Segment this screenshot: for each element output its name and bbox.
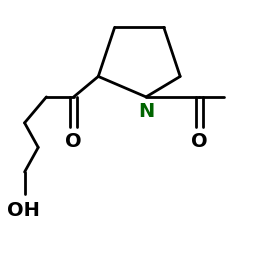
Text: O: O xyxy=(191,132,207,152)
Text: OH: OH xyxy=(7,201,40,220)
Text: N: N xyxy=(138,102,154,121)
Text: O: O xyxy=(66,132,82,152)
